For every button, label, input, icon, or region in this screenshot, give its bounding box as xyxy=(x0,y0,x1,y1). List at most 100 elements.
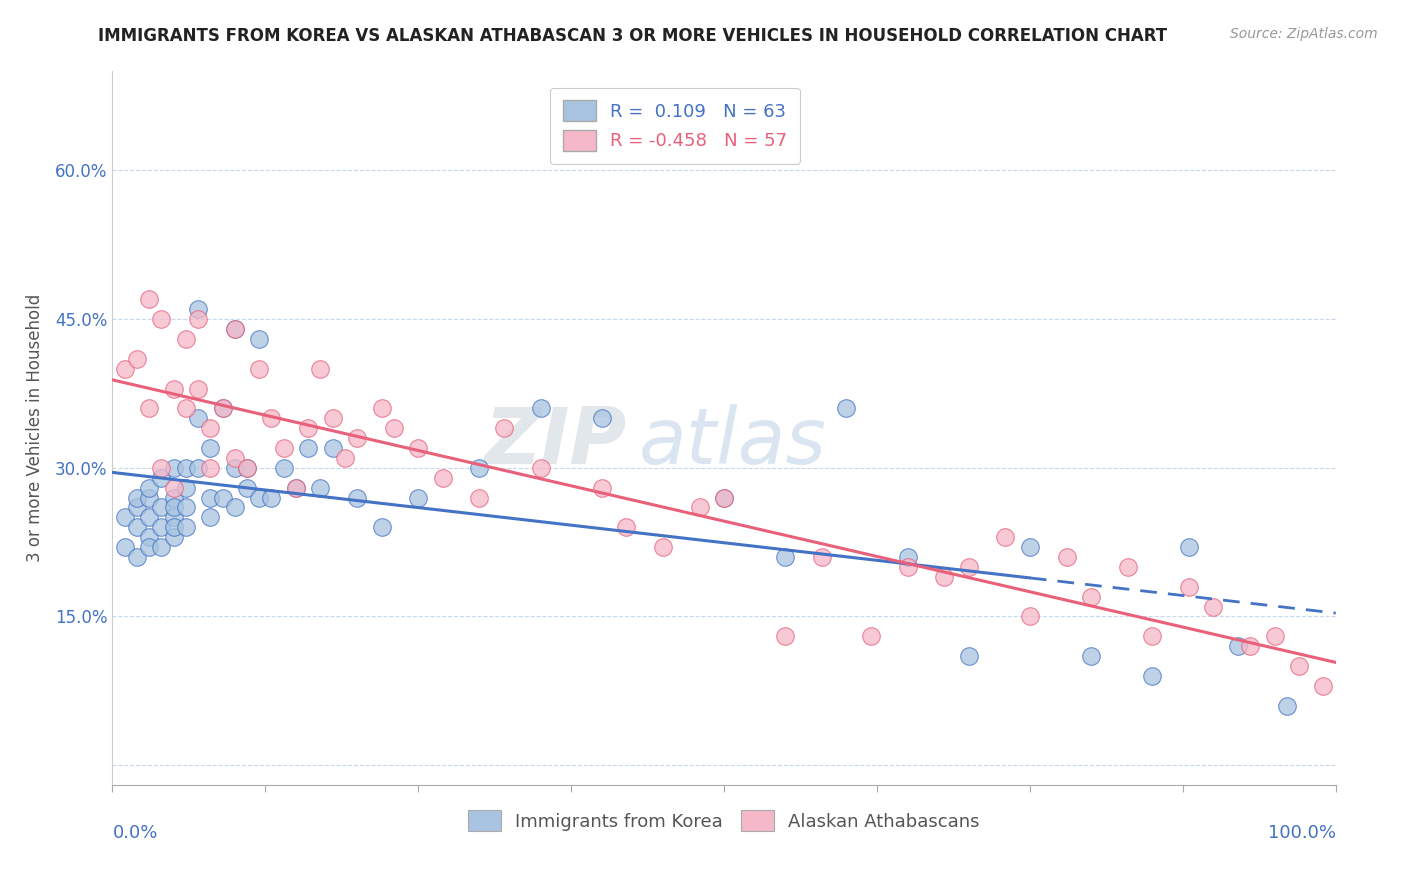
Point xyxy=(174,332,197,346)
Point xyxy=(297,421,319,435)
Point xyxy=(150,312,173,326)
Point xyxy=(174,500,197,515)
Point xyxy=(138,530,160,544)
Point xyxy=(211,401,233,416)
Point xyxy=(150,500,173,515)
Point xyxy=(1142,669,1164,683)
Point xyxy=(273,441,295,455)
Point xyxy=(859,629,882,643)
Point xyxy=(163,510,186,524)
Text: atlas: atlas xyxy=(638,404,827,481)
Point xyxy=(200,491,222,505)
Point xyxy=(1142,629,1164,643)
Point xyxy=(150,520,173,534)
Point xyxy=(114,540,136,554)
Point xyxy=(236,460,259,475)
Point xyxy=(994,530,1017,544)
Point xyxy=(591,411,613,425)
Point xyxy=(187,312,209,326)
Point xyxy=(713,491,735,505)
Point xyxy=(1275,698,1298,713)
Point xyxy=(957,649,980,664)
Point xyxy=(614,520,637,534)
Point xyxy=(200,510,222,524)
Point xyxy=(260,491,283,505)
Point xyxy=(114,361,136,376)
Point xyxy=(382,421,405,435)
Point xyxy=(200,441,222,455)
Point xyxy=(284,481,308,495)
Point xyxy=(236,481,259,495)
Point xyxy=(200,460,222,475)
Point xyxy=(163,491,186,505)
Point xyxy=(224,460,246,475)
Point xyxy=(897,560,920,574)
Point xyxy=(125,351,148,366)
Point xyxy=(260,411,283,425)
Point xyxy=(125,520,148,534)
Point xyxy=(1080,649,1102,664)
Point xyxy=(125,500,148,515)
Point xyxy=(309,481,332,495)
Point xyxy=(1312,679,1334,693)
Point xyxy=(1018,609,1040,624)
Point xyxy=(174,460,197,475)
Point xyxy=(370,401,392,416)
Point xyxy=(236,460,259,475)
Point xyxy=(1239,639,1261,653)
Point xyxy=(187,460,209,475)
Point xyxy=(1264,629,1286,643)
Point xyxy=(138,510,160,524)
Point xyxy=(247,361,270,376)
Point xyxy=(370,520,392,534)
Point xyxy=(174,401,197,416)
Point xyxy=(1178,540,1201,554)
Point xyxy=(187,302,209,317)
Point xyxy=(1226,639,1249,653)
Y-axis label: 3 or more Vehicles in Household: 3 or more Vehicles in Household xyxy=(25,294,44,562)
Point xyxy=(957,560,980,574)
Point xyxy=(150,460,173,475)
Point xyxy=(1288,659,1310,673)
Point xyxy=(775,549,797,564)
Point xyxy=(333,450,356,465)
Point xyxy=(689,500,711,515)
Point xyxy=(1080,590,1102,604)
Point xyxy=(224,500,246,515)
Point xyxy=(163,530,186,544)
Point xyxy=(1116,560,1139,574)
Point xyxy=(247,332,270,346)
Point xyxy=(224,450,246,465)
Point xyxy=(432,471,454,485)
Legend: Immigrants from Korea, Alaskan Athabascans: Immigrants from Korea, Alaskan Athabasca… xyxy=(460,801,988,840)
Point xyxy=(529,401,551,416)
Point xyxy=(835,401,858,416)
Point xyxy=(187,411,209,425)
Point xyxy=(1178,580,1201,594)
Point xyxy=(1018,540,1040,554)
Text: IMMIGRANTS FROM KOREA VS ALASKAN ATHABASCAN 3 OR MORE VEHICLES IN HOUSEHOLD CORR: IMMIGRANTS FROM KOREA VS ALASKAN ATHABAS… xyxy=(98,27,1167,45)
Point xyxy=(163,500,186,515)
Point xyxy=(652,540,675,554)
Point xyxy=(529,460,551,475)
Point xyxy=(492,421,515,435)
Point xyxy=(775,629,797,643)
Point xyxy=(200,421,222,435)
Point xyxy=(163,382,186,396)
Point xyxy=(934,570,956,584)
Text: ZIP: ZIP xyxy=(484,404,626,481)
Point xyxy=(125,491,148,505)
Point xyxy=(591,481,613,495)
Point xyxy=(224,322,246,336)
Point xyxy=(346,491,368,505)
Point xyxy=(138,293,160,307)
Point xyxy=(468,460,491,475)
Point xyxy=(114,510,136,524)
Point xyxy=(811,549,834,564)
Point xyxy=(408,441,430,455)
Point xyxy=(297,441,319,455)
Point xyxy=(187,382,209,396)
Point xyxy=(174,481,197,495)
Point xyxy=(224,322,246,336)
Point xyxy=(284,481,308,495)
